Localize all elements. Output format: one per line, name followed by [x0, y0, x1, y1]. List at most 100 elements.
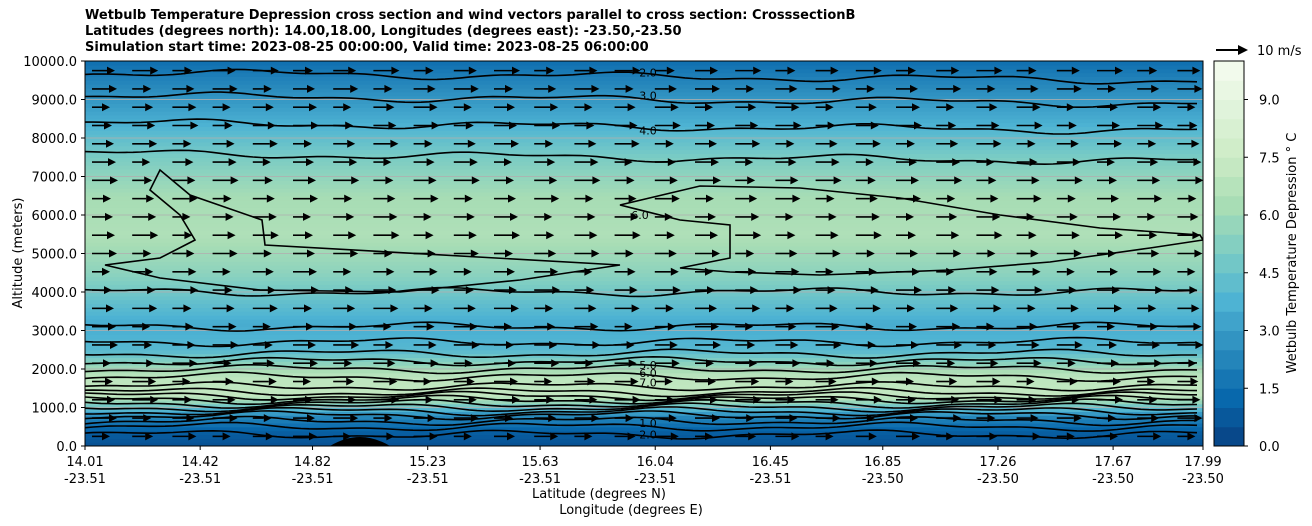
wind-vector-head — [872, 139, 881, 148]
depression-band — [85, 388, 1203, 393]
wind-vector-head — [223, 194, 232, 203]
wind-vector-head — [987, 84, 996, 93]
wind-vector-head — [463, 267, 472, 276]
wind-vector-head — [1028, 66, 1037, 75]
wind-vector-head — [951, 231, 960, 240]
wind-vector-head — [227, 395, 236, 404]
depression-band — [85, 222, 1203, 228]
wind-vector-head — [263, 414, 272, 423]
wind-vector-head — [787, 66, 796, 75]
wind-vector-head — [184, 395, 193, 404]
wind-vector-head — [107, 231, 115, 240]
y-tick-label: 2000.0 — [32, 363, 78, 378]
colorbar-label: Wetbulb Temperature Depression ° C — [1285, 133, 1300, 374]
contour-line — [619, 185, 1203, 276]
wind-vector-head — [947, 359, 956, 368]
wind-vector-head — [1192, 395, 1201, 404]
wind-vector-head — [464, 194, 473, 203]
wind-vector-head — [383, 322, 392, 331]
wind-vector-head — [908, 66, 916, 75]
wind-vector-head — [906, 212, 914, 221]
wind-vector-head — [586, 286, 595, 295]
wind-vector-head — [344, 194, 353, 203]
depression-band — [85, 276, 1203, 282]
contour-label: 2.0 — [639, 67, 657, 80]
wind-vector-head — [146, 194, 155, 203]
wind-vector-head — [103, 359, 111, 368]
wind-vector-head — [994, 395, 1003, 404]
wind-vector-head — [1026, 377, 1035, 386]
wind-vector-head — [470, 414, 479, 423]
wind-vector-head — [268, 212, 277, 221]
title-line-1: Wetbulb Temperature Depression cross sec… — [85, 8, 856, 23]
wind-vector-head — [511, 304, 519, 313]
wind-vector-head — [467, 304, 476, 313]
wind-vector-head — [790, 176, 799, 185]
depression-band — [85, 95, 1203, 101]
wind-vector-head — [185, 158, 194, 167]
x-tick-lon: -23.50 — [862, 472, 904, 487]
wind-vector-head — [345, 286, 354, 295]
colorbar-segment — [1214, 234, 1244, 254]
depression-band — [85, 268, 1203, 274]
wind-vector-head — [988, 340, 997, 349]
wind-vector-head — [550, 267, 559, 276]
wind-vector-head — [709, 304, 717, 313]
wind-vector-head — [832, 84, 841, 93]
wind-vector-head — [954, 176, 963, 185]
wind-vector-head — [951, 395, 960, 404]
wind-vector-head — [1028, 231, 1037, 240]
wind-vector-head — [551, 194, 560, 203]
wind-vector-head — [1072, 322, 1081, 331]
depression-band — [85, 318, 1203, 324]
depression-band — [85, 149, 1203, 154]
wind-vector-head — [430, 359, 439, 368]
depression-band — [85, 334, 1203, 339]
x-tick-lon: -23.51 — [64, 472, 106, 487]
wind-vector-head — [826, 194, 835, 203]
colorbar-tick-label: 1.5 — [1259, 382, 1280, 397]
wind-vector-head — [344, 359, 353, 368]
wind-vector-head — [102, 432, 110, 441]
wind-vector-head — [1153, 267, 1162, 276]
colorbar-segment — [1214, 253, 1244, 274]
wind-vector-head — [867, 340, 876, 349]
wind-vector-head — [142, 158, 151, 167]
wind-vector-head — [1108, 414, 1116, 423]
wind-vector-head — [990, 359, 999, 368]
wind-vector-head — [1032, 432, 1041, 441]
wind-vector-head — [425, 395, 434, 404]
wind-vector-head — [263, 84, 272, 93]
wind-vector-head — [914, 121, 922, 130]
colorbar-segment — [1214, 195, 1244, 216]
wind-vector-head — [624, 158, 633, 167]
wind-vector-head — [866, 414, 875, 423]
y-tick-label: 8000.0 — [32, 132, 78, 147]
wind-vector-head — [825, 103, 834, 112]
wind-vector-head — [950, 139, 959, 148]
wind-vector-head — [307, 84, 315, 93]
wind-vector-head — [147, 286, 156, 295]
wind-vector-head — [1108, 84, 1116, 93]
wind-vector-head — [991, 121, 1000, 130]
wind-vector-head — [585, 194, 594, 203]
wind-vector-head — [387, 194, 396, 203]
colorbar-tick-label: 9.0 — [1259, 94, 1280, 109]
wind-vector-head — [349, 158, 358, 167]
wind-vector-head — [668, 414, 677, 423]
wind-vector-head — [914, 286, 922, 295]
depression-band — [85, 411, 1203, 416]
wind-vector-head — [1148, 139, 1157, 148]
wind-vector-head — [545, 139, 554, 148]
depression-band — [85, 111, 1203, 116]
wind-vector-head — [591, 249, 600, 258]
depression-band — [85, 265, 1203, 270]
wind-vector-head — [910, 84, 918, 93]
wind-vector-head — [994, 66, 1003, 75]
colorbar-segment — [1214, 118, 1244, 139]
contour-line — [85, 91, 1197, 108]
wind-vector-head — [308, 340, 316, 349]
wind-vector-head — [388, 121, 397, 130]
wind-vectors — [92, 66, 1203, 441]
wind-vector-head — [664, 212, 673, 221]
